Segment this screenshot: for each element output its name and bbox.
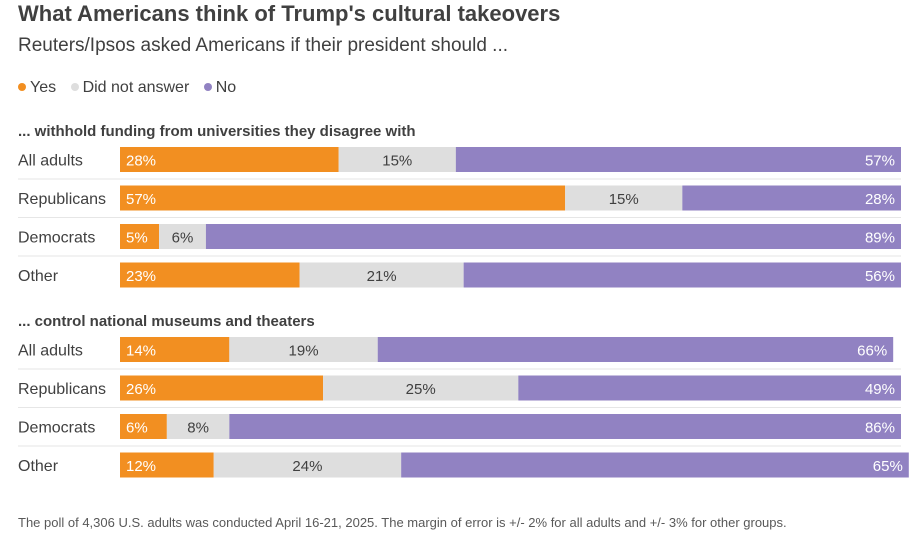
data-label: 15% — [382, 153, 412, 170]
data-label: 24% — [292, 458, 322, 475]
bar-segment — [455, 147, 901, 172]
bar-segment — [323, 375, 519, 401]
bar-segment — [120, 224, 160, 249]
data-label: 5% — [126, 230, 148, 247]
bar-segment — [518, 375, 901, 401]
data-label: 14% — [126, 343, 156, 360]
legend: Yes Did not answer No — [18, 79, 246, 97]
footnote: The poll of 4,306 U.S. adults was conduc… — [18, 515, 787, 530]
bar-segment — [682, 185, 901, 211]
bar-segment — [120, 414, 167, 439]
data-label: 28% — [865, 191, 895, 208]
data-label: 8% — [187, 420, 209, 437]
data-label: 65% — [873, 458, 903, 475]
data-label: 66% — [857, 343, 887, 360]
data-label: 23% — [126, 268, 156, 285]
legend-dot-yes — [18, 83, 26, 91]
bar-segment — [120, 262, 300, 288]
bar-segment — [120, 185, 566, 211]
bar-segment — [159, 224, 206, 249]
legend-dot-did-not-answer — [70, 83, 79, 91]
legend-label-no: No — [215, 79, 237, 96]
data-label: 12% — [126, 458, 156, 475]
data-label: 15% — [609, 191, 639, 208]
bar-segment — [565, 185, 683, 211]
bar-segment — [120, 452, 214, 478]
data-label: 25% — [406, 381, 436, 398]
data-label: 28% — [126, 153, 156, 170]
bar-segment — [205, 224, 901, 249]
panel-title: ... control national museums and theater… — [18, 313, 315, 330]
bar-segment — [120, 337, 230, 362]
bar-segment — [166, 414, 230, 439]
category-label: Democrats — [18, 230, 95, 247]
category-label: Democrats — [18, 420, 95, 437]
data-label: 56% — [865, 268, 895, 285]
bar-segment — [120, 375, 324, 401]
bar-segment — [229, 414, 902, 439]
legend-label-did-not-answer: Did not answer — [82, 79, 190, 96]
data-label: 21% — [367, 268, 397, 285]
bar-segment — [377, 337, 894, 362]
bar-segment — [338, 147, 456, 172]
data-label: 49% — [865, 381, 895, 398]
category-label: Other — [18, 458, 59, 475]
category-label: Republicans — [18, 381, 106, 398]
bar-segment — [213, 452, 402, 478]
legend-item-did-not-answer: Did not answer — [70, 79, 190, 97]
legend-label-yes: Yes — [30, 79, 57, 96]
data-label: 6% — [172, 230, 194, 247]
data-label: 57% — [865, 153, 895, 170]
data-label: 6% — [126, 420, 148, 437]
legend-item-yes: Yes — [18, 79, 56, 97]
chart-title: What Americans think of Trump's cultural… — [18, 1, 561, 26]
bar-segment — [401, 452, 909, 478]
data-label: 86% — [865, 420, 895, 437]
data-label: 57% — [126, 191, 156, 208]
bar-segment — [120, 147, 339, 172]
category-label: All adults — [18, 343, 83, 360]
bar-segment — [229, 337, 378, 362]
data-label: 89% — [865, 230, 895, 247]
chart-subtitle: Reuters/Ipsos asked Americans if their p… — [18, 35, 509, 56]
category-label: Other — [18, 268, 59, 285]
category-label: All adults — [18, 153, 83, 170]
legend-item-no: No — [203, 79, 237, 97]
category-label: Republicans — [18, 191, 106, 208]
legend-dot-no — [203, 83, 212, 91]
bar-segment — [463, 262, 901, 288]
data-label: 19% — [289, 343, 319, 360]
panel-title: ... withhold funding from universities t… — [18, 123, 416, 140]
bar-segment — [299, 262, 464, 288]
data-label: 26% — [126, 381, 156, 398]
